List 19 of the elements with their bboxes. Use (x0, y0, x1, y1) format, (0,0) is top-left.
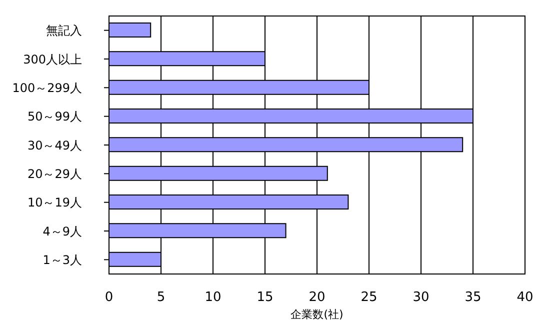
y-tick-label: 無記入 (46, 24, 82, 38)
x-tick-label: 0 (104, 290, 114, 306)
x-tick-label: 30 (412, 290, 430, 306)
x-tick-label: 10 (204, 290, 222, 306)
y-tick-label: 4～9人 (42, 224, 82, 238)
x-tick-label: 20 (308, 290, 326, 306)
x-axis-title: 企業数(社) (290, 308, 344, 321)
x-tick-label: 25 (360, 290, 378, 306)
x-tick-label: 40 (516, 290, 534, 306)
y-tick-label: 100～299人 (12, 80, 82, 95)
y-tick-label: 20～29人 (27, 166, 82, 181)
x-tick-label: 35 (464, 290, 482, 306)
y-tick-label: 30～49人 (27, 138, 82, 152)
y-tick-label: 300人以上 (23, 52, 82, 66)
y-tick-label: 10～19人 (27, 196, 82, 210)
y-tick-label: 1～3人 (42, 252, 82, 267)
y-tick-label: 50～99人 (27, 110, 82, 124)
x-tick-label: 5 (156, 290, 166, 306)
x-tick-label: 15 (256, 290, 274, 306)
